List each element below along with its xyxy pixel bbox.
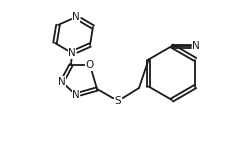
Text: S: S bbox=[115, 96, 121, 106]
Text: N: N bbox=[68, 48, 76, 58]
Text: O: O bbox=[86, 60, 94, 70]
Text: N: N bbox=[72, 12, 80, 22]
Text: N: N bbox=[192, 41, 200, 51]
Text: N: N bbox=[58, 77, 66, 87]
Text: N: N bbox=[72, 90, 80, 100]
